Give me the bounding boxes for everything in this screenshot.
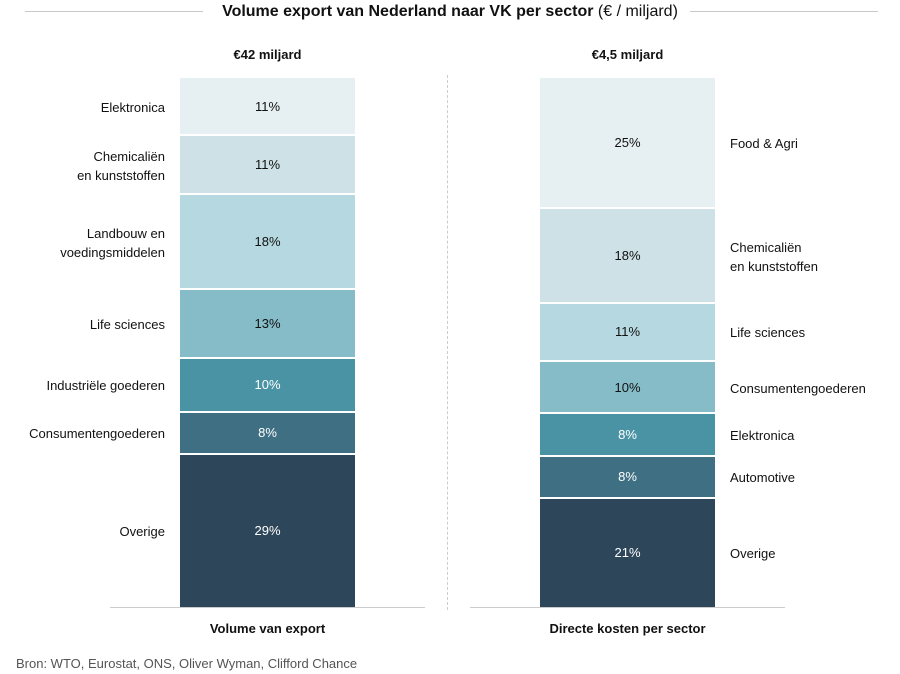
data-label: 8% [618,426,637,442]
x-label-right: Directe kosten per sector [549,621,706,636]
bar-segment: 11% [540,304,715,362]
category-label: Consumentengoederen [730,380,866,396]
bar-segment: 8% [180,412,355,455]
bar-segment: 25% [540,78,715,210]
bar-segment: 11% [180,78,355,137]
category-label: Elektronica [100,99,165,115]
total-label-right: €4,5 miljard [591,47,664,62]
category-label: Chemicaliën en kunststoffen [730,239,818,274]
title-main: Volume export van Nederland naar VK per … [222,3,594,20]
data-label: 25% [614,135,641,151]
bar-segment: 18% [180,194,355,291]
data-label: 8% [258,425,277,441]
total-label-left: €42 miljard [233,47,302,62]
bar-segment: 29% [180,455,355,609]
category-label: Industriële goederen [46,378,165,394]
category-label: Life sciences [730,325,806,341]
baseline-left [110,607,425,608]
title-unit: (€ / miljard) [593,3,678,20]
category-label: Consumentengoederen [29,426,165,442]
x-label-left: Volume van export [209,621,326,636]
data-label: 11% [254,157,281,173]
bar-segment: 13% [180,290,355,360]
bar-segment: 8% [540,414,715,457]
data-label: 29% [254,523,281,539]
category-label: Automotive [730,470,796,486]
bar-segment: 11% [180,136,355,195]
data-label: 11% [614,324,641,340]
bar-segment: 18% [540,209,715,305]
chart-title: Volume export van Nederland naar VK per … [0,3,900,21]
title-rule-left [25,11,203,12]
category-label: Chemicaliën en kunststoffen [77,148,165,183]
data-label: 21% [614,545,641,561]
data-label: 18% [614,248,641,264]
category-label: Elektronica [730,427,795,443]
category-label: Life sciences [89,317,165,333]
category-label: Landbouw en voedingsmiddelen [60,225,165,260]
bar-segment: 21% [540,498,715,609]
data-label: 10% [614,379,641,395]
category-label: Overige [730,546,776,562]
source-note: Bron: WTO, Eurostat, ONS, Oliver Wyman, … [16,656,358,671]
bar-segment: 10% [180,359,355,413]
title-rule-right [690,11,878,12]
bar-segment: 8% [540,456,715,499]
category-label: Overige [119,524,165,540]
data-label: 18% [254,234,281,250]
bar-segment: 10% [540,361,715,415]
baseline-right [470,607,785,608]
data-label: 8% [618,469,637,485]
divider [447,75,448,610]
data-label: 11% [254,98,281,114]
data-label: 10% [254,377,281,393]
data-label: 13% [254,316,281,332]
category-label: Food & Agri [730,136,798,152]
